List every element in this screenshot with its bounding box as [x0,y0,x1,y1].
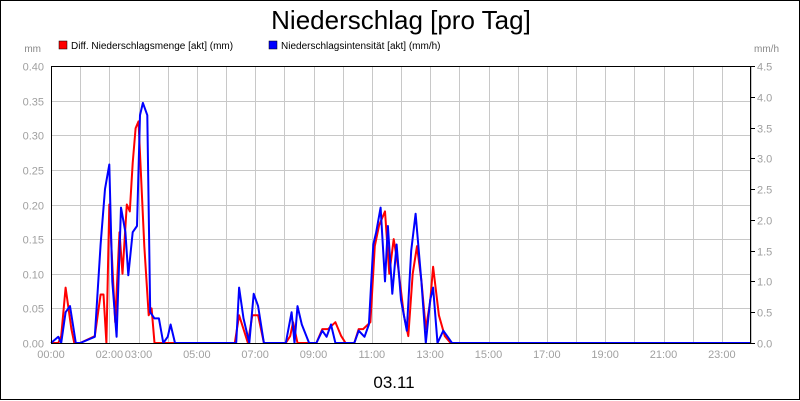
y-right-tick-label: 2.0 [757,216,772,228]
y-right-unit: mm/h [754,44,779,55]
x-tick-label: 19:00 [591,349,619,361]
x-tick-label: 00:00 [37,349,65,361]
x-tick-label: 15:00 [475,349,503,361]
y-left-tick-label: 0.15 [23,235,44,247]
y-left-tick-label: 0.00 [23,339,44,351]
plot-border [51,66,751,344]
y-left-tick-label: 0.20 [23,201,44,213]
legend-label-amount: Diff. Niederschlagsmenge [akt] (mm) [71,41,233,52]
chart-title: Niederschlag [pro Tag] [271,5,531,35]
y-left-tick-label: 0.30 [23,131,44,143]
y-right-tick-label: 1.0 [757,277,772,289]
x-tick-label: 13:00 [416,349,444,361]
y-right-tick-label: 4.5 [757,62,772,74]
x-tick-label: 11:00 [358,349,385,361]
x-tick-label: 21:00 [650,349,678,361]
y-right-tick-label: 0.5 [757,308,772,320]
y-left-tick-label: 0.25 [23,166,44,178]
plot-area-border [51,66,751,344]
legend: Diff. Niederschlagsmenge [akt] (mm) Nied… [58,40,441,52]
y-right-tick-label: 4.0 [757,93,772,105]
y-right-tick-label: 3.0 [757,154,772,166]
x-tick-label: 07:00 [241,349,269,361]
y-left-unit: mm [24,44,41,55]
legend-swatch-red [58,40,68,50]
x-tick-label: 23:00 [708,349,736,361]
y-left-tick-label: 0.10 [23,270,44,282]
tick-labels: 0.00 0.05 0.10 0.15 0.20 0.25 0.30 0.35 0.40 0.0 0… [23,62,773,362]
y-right-tick-label: 0.0 [757,339,772,351]
y-left-tick-label: 0.40 [23,62,44,74]
y-left-tick-label: 0.05 [23,304,44,316]
y-left-tick-label: 0.35 [23,97,44,109]
x-tick-label: 17:00 [533,349,561,361]
x-tick-label: 03:00 [125,349,153,361]
x-tick-label: 02:00 [96,349,124,361]
date-label: 03.11 [373,373,414,392]
y-right-tick-label: 2.5 [757,185,772,197]
x-tick-label: 05:00 [183,349,211,361]
y-right-tick-label: 1.5 [757,247,772,259]
y-right-tick-label: 3.5 [757,124,772,136]
legend-label-intensity: Niederschlagsintensität [akt] (mm/h) [281,41,441,52]
x-tick-label: 09:00 [300,349,328,361]
legend-swatch-blue [268,40,278,50]
